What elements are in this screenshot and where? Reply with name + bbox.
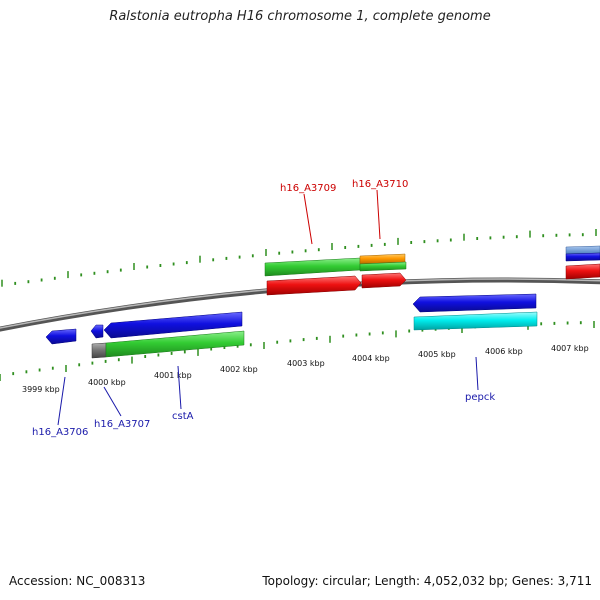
feature-cds-blue[interactable]: [45, 328, 77, 345]
feature-gene-gray[interactable]: [91, 342, 107, 359]
gene-label-h16-a3707[interactable]: h16_A3707: [94, 419, 150, 430]
feature-cds-red[interactable]: [361, 272, 407, 289]
leader-h16-a3706: [57, 376, 66, 426]
gene-label-cstA[interactable]: cstA: [172, 411, 194, 422]
feature-gene-steel[interactable]: [565, 245, 600, 255]
scale-label-3999: 3999 kbp: [22, 385, 60, 394]
label-leaders: [57, 189, 479, 426]
gene-label-h16-a3709[interactable]: h16_A3709: [280, 183, 336, 194]
feature-cds-red[interactable]: [266, 275, 362, 296]
feature-gene-green[interactable]: [105, 330, 245, 358]
scale-labels: 3999 kbp 4000 kbp 4001 kbp 4002 kbp 4003…: [22, 344, 589, 394]
scale-label-4004: 4004 kbp: [352, 354, 390, 363]
feature-cds-blue[interactable]: [90, 324, 104, 339]
scale-label-4006: 4006 kbp: [485, 347, 523, 356]
feature-gene-cyan[interactable]: [413, 311, 538, 331]
leader-h16-a3710: [376, 189, 381, 240]
feature-gene-green[interactable]: [359, 261, 407, 272]
upper-tick-ruler: [1, 229, 597, 287]
scale-label-4000: 4000 kbp: [88, 378, 126, 387]
leader-h16-a3709: [303, 193, 313, 245]
feature-cds-blue[interactable]: [412, 293, 537, 313]
leader-pepck: [475, 356, 479, 391]
feature-cds-blue[interactable]: [103, 311, 243, 339]
genome-summary-text: Topology: circular; Length: 4,052,032 bp…: [262, 574, 592, 588]
feature-gene-green[interactable]: [264, 257, 361, 277]
accession-text: Accession: NC_008313: [9, 574, 146, 588]
feature-gene-blue[interactable]: [565, 252, 600, 262]
scale-label-4005: 4005 kbp: [418, 350, 456, 359]
forward-strand-features: [264, 245, 600, 296]
gene-label-h16-a3706[interactable]: h16_A3706: [32, 427, 88, 438]
gene-label-h16-a3710[interactable]: h16_A3710: [352, 179, 408, 190]
scale-label-4007: 4007 kbp: [551, 344, 589, 353]
gene-label-pepck[interactable]: pepck: [465, 392, 495, 403]
feature-cds-red[interactable]: [565, 263, 600, 280]
scale-label-4002: 4002 kbp: [220, 365, 258, 374]
scale-label-4001: 4001 kbp: [154, 371, 192, 380]
leader-h16-a3707: [103, 386, 122, 417]
gene-labels: h16_A3709 h16_A3710 h16_A3706 h16_A3707 …: [32, 179, 495, 438]
scale-label-4003: 4003 kbp: [287, 359, 325, 368]
leader-cstA: [177, 365, 182, 410]
reverse-strand-features: [45, 293, 538, 359]
map-title: Ralstonia eutropha H16 chromosome 1, com…: [109, 9, 491, 24]
